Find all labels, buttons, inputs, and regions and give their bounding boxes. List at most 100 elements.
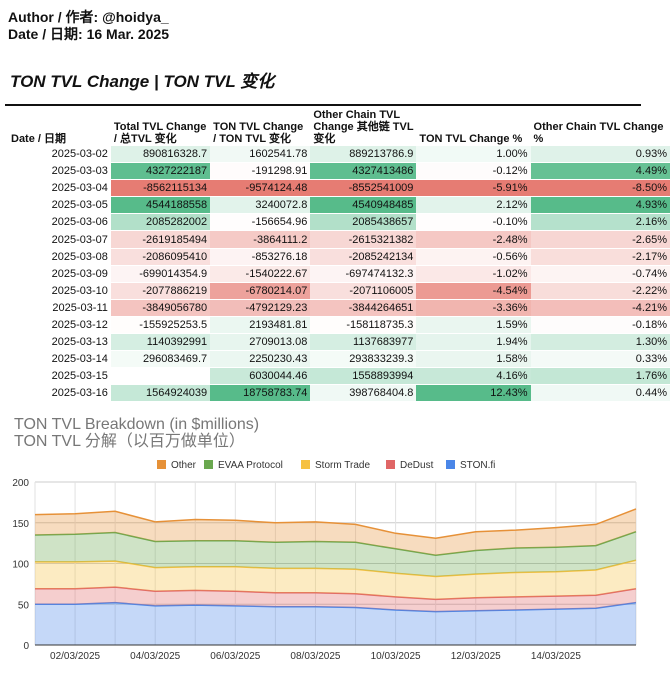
ton-tvl-change-pct-cell: 1.94%	[416, 333, 531, 352]
table-row: 2025-03-14 296083469.7 2250230.43 293833239…	[8, 350, 670, 369]
ton-tvl-change-pct-cell: -0.12%	[416, 162, 531, 181]
legend-swatch-dedust	[386, 460, 395, 469]
total-tvl-change-cell: -2619185494	[110, 230, 211, 249]
other-chain-tvl-change-cell: -3844264651	[310, 299, 417, 317]
legend-label-evaa-protocol: EVAA Protocol	[218, 460, 283, 471]
ton-tvl-change-cell: 18758783.74	[210, 384, 311, 403]
total-tvl-change-cell: -699014354.9	[110, 265, 211, 283]
ton-tvl-change-pct-cell: 12.43%	[416, 384, 531, 403]
page-title: TON TVL Change | TON TVL 变化	[10, 72, 275, 91]
other-chain-tvl-change-cell: -2071106005	[310, 282, 417, 300]
table-row: 2025-03-05 4544188558 3240072.8 4540948485 2…	[8, 196, 670, 215]
ton-tvl-change-cell: 2193481.81	[210, 316, 311, 335]
date-cell: 2025-03-08	[51, 250, 108, 263]
date-cell: 2025-03-05	[51, 199, 108, 212]
ton-tvl-change-pct-cell: -3.36%	[416, 299, 531, 317]
legend-label-other: Other	[171, 460, 197, 471]
ton-tvl-change-pct-cell: 1.59%	[416, 316, 531, 335]
table-body: 2025-03-02 890816328.7 1602541.78 889213786…	[8, 146, 670, 403]
legend-label-ston-fi: STON.fi	[460, 460, 495, 471]
ton-tvl-change-cell: 3240072.8	[210, 196, 311, 215]
tvl-change-table: Date / 日期 Total TVL Change / 总TVL 变化 TON…	[8, 108, 670, 403]
ton-tvl-change-cell: -9574124.48	[210, 179, 311, 198]
x-tick-label: 04/03/2025	[130, 651, 180, 662]
ton-tvl-change-cell: 6030044.46	[210, 367, 311, 386]
table-row: 2025-03-08 -2086095410 -853276.18 -20852421…	[8, 248, 670, 266]
other-chain-tvl-change-pct-cell: 4.93%	[530, 196, 670, 215]
other-chain-tvl-change-pct-cell: 4.49%	[530, 162, 670, 181]
chart-subtitle: TON TVL 分解（以百万做单位）	[14, 433, 245, 450]
ton-tvl-change-pct-cell: 4.16%	[416, 367, 531, 386]
other-chain-tvl-change-pct-cell: -0.18%	[530, 316, 670, 335]
column-header-other-chain-tvl-change: Other Chain TVL Change 其他链 TVL 变化	[313, 109, 414, 145]
y-tick-label: 100	[12, 560, 29, 571]
column-header-ton-tvl-change: TON TVL Change / TON TVL 变化	[213, 121, 304, 145]
table-row: 2025-03-13 1140392991 2709013.08 1137683977…	[8, 333, 670, 352]
line-ston-fi	[35, 601, 637, 613]
table-row: 2025-03-09 -699014354.9 -1540222.67 -697474…	[8, 265, 670, 283]
chart-title-block: TON TVL Breakdown (in $millions) TON TVL…	[14, 416, 259, 450]
date-line: Date / 日期: 16 Mar. 2025	[8, 26, 170, 42]
table-row: 2025-03-12 -155925253.5 2193481.81 -1581187…	[8, 316, 670, 335]
table-row: 2025-03-10 -2077886219 -6780214.07 -2071106…	[8, 282, 670, 300]
column-header-ton-tvl-change-pct: TON TVL Change %	[419, 133, 523, 145]
other-chain-tvl-change-pct-cell: 0.44%	[530, 384, 670, 403]
ton-tvl-change-cell: 2709013.08	[210, 333, 311, 352]
ton-tvl-change-cell: 1602541.78	[210, 146, 311, 164]
other-chain-tvl-change-cell: 293833239.3	[310, 350, 417, 369]
ton-tvl-change-cell: -1540222.67	[210, 265, 311, 283]
ton-tvl-change-pct-cell: 1.00%	[416, 146, 531, 164]
total-tvl-change-cell: -155925253.5	[110, 316, 211, 335]
table-row: 2025-03-06 2085282002 -156654.96 2085438657…	[8, 213, 670, 232]
date-cell: 2025-03-07	[51, 233, 108, 246]
other-chain-tvl-change-pct-cell: 0.93%	[530, 146, 670, 164]
other-chain-tvl-change-pct-cell: -2.65%	[530, 230, 670, 249]
table-row: 2025-03-15 6030044.46 1558893994 4.16% 1.76%	[8, 367, 670, 386]
other-chain-tvl-change-cell: -697474132.3	[310, 265, 417, 283]
area-ston-fi	[35, 602, 636, 645]
table-row: 2025-03-16 1564924039 18758783.74 398768404…	[8, 384, 670, 403]
table-row: 2025-03-03 4327222187 -191298.91 4327413486…	[8, 162, 670, 181]
tvl-breakdown-area-chart: 0 50 100 150 200 02/03/2025 04/03/2025 06/03/20…	[12, 460, 637, 662]
ton-tvl-change-pct-cell: 1.58%	[416, 350, 531, 369]
ton-tvl-change-pct-cell: -0.56%	[416, 248, 531, 266]
total-tvl-change-cell: 1564924039	[110, 384, 211, 403]
other-chain-tvl-change-cell: 889213786.9	[310, 146, 417, 164]
other-chain-tvl-change-cell: 1137683977	[310, 333, 417, 352]
total-tvl-change-cell: 1140392991	[110, 333, 211, 352]
ton-tvl-change-pct-cell: -5.91%	[416, 179, 531, 198]
area-dedust	[35, 587, 636, 612]
other-chain-tvl-change-cell: -2615321382	[310, 230, 417, 249]
title-divider	[5, 104, 641, 106]
other-chain-tvl-change-pct-cell: 1.30%	[530, 333, 670, 352]
line-dedust	[35, 586, 637, 601]
other-chain-tvl-change-cell: -8552541009	[310, 179, 417, 198]
ton-tvl-change-cell: -853276.18	[210, 248, 311, 266]
date-cell: 2025-03-02	[51, 148, 108, 161]
total-tvl-change-cell: -2077886219	[110, 282, 211, 300]
x-tick-label: 08/03/2025	[290, 651, 340, 662]
header-meta: Author / 作者: @hoidya_ Date / 日期: 16 Mar.…	[8, 9, 169, 43]
line-storm-trade	[35, 559, 637, 578]
ton-tvl-change-pct-cell: 2.12%	[416, 196, 531, 215]
y-tick-label: 200	[12, 478, 29, 489]
date-cell: 2025-03-14	[51, 353, 108, 366]
area-evaa-protocol	[35, 531, 636, 577]
total-tvl-change-cell	[110, 367, 211, 386]
table-row: 2025-03-02 890816328.7 1602541.78 889213786…	[8, 146, 670, 164]
other-chain-tvl-change-pct-cell: -2.22%	[530, 282, 670, 300]
total-tvl-change-cell: 4544188558	[110, 196, 211, 215]
total-tvl-change-cell: -3849056780	[110, 299, 211, 317]
ton-tvl-change-cell: -156654.96	[210, 213, 311, 232]
table-row: 2025-03-04 -8562115134 -9574124.48 -8552541…	[8, 179, 670, 198]
chart-title: TON TVL Breakdown (in $millions)	[14, 416, 260, 433]
date-cell: 2025-03-15	[51, 370, 108, 383]
ton-tvl-change-pct-cell: -0.10%	[416, 213, 531, 232]
other-chain-tvl-change-pct-cell: 1.76%	[530, 367, 670, 386]
legend-swatch-other	[157, 460, 166, 469]
x-tick-label: 02/03/2025	[50, 651, 100, 662]
y-tick-label: 50	[18, 600, 30, 611]
ton-tvl-change-pct-cell: -1.02%	[416, 265, 531, 283]
y-tick-label: 0	[23, 641, 29, 652]
other-chain-tvl-change-pct-cell: -0.74%	[530, 265, 670, 283]
